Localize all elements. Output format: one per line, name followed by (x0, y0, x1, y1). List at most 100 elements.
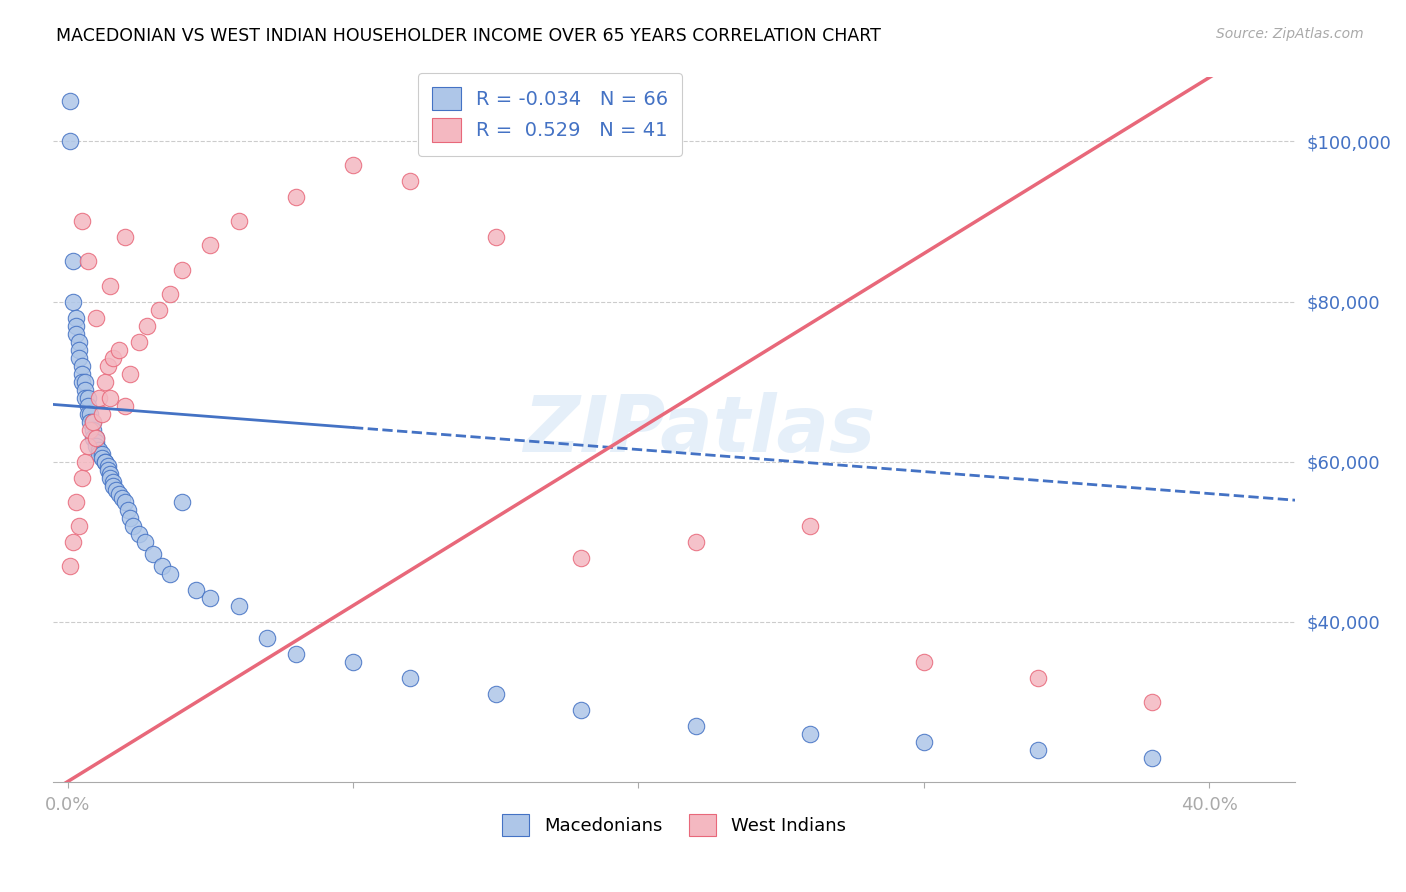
Point (103, 475, 125, 489)
Point (84, 439, 107, 453)
Point (84, 310, 107, 325)
Point (62, 294, 84, 309)
Point (114, 230, 136, 244)
Point (87, 442, 110, 457)
Point (912, 734, 935, 748)
Point (150, 558, 173, 573)
Point (342, 159, 364, 173)
Point (120, 510, 142, 524)
Point (159, 286, 181, 301)
Point (1142, 695, 1164, 709)
Point (79, 415, 101, 429)
Point (82, 423, 104, 437)
Point (84, 431, 107, 445)
Point (1026, 671, 1049, 685)
Point (228, 599, 250, 613)
Point (93, 375, 115, 389)
Point (685, 719, 707, 733)
Point (70, 470, 93, 484)
Point (284, 647, 307, 661)
Point (103, 351, 125, 365)
Point (59, 95, 82, 109)
Point (1026, 742, 1049, 756)
Point (96, 359, 118, 373)
Point (73, 391, 96, 405)
Point (82, 415, 104, 429)
Point (87, 391, 110, 405)
Point (105, 483, 128, 497)
Point (76, 407, 98, 421)
Point (103, 478, 125, 492)
Point (100, 467, 122, 481)
Point (79, 407, 101, 421)
Point (399, 671, 422, 685)
Point (70, 375, 93, 389)
Point (100, 391, 122, 405)
Point (82, 431, 104, 445)
Point (569, 550, 592, 565)
Point (67, 343, 90, 357)
Point (59, 558, 82, 573)
Point (485, 230, 508, 244)
Point (159, 566, 181, 581)
Point (79, 423, 101, 437)
Point (342, 655, 364, 669)
Point (108, 486, 131, 500)
Point (84, 434, 107, 449)
Point (114, 399, 136, 413)
Point (122, 518, 145, 533)
Point (73, 375, 96, 389)
Point (799, 518, 821, 533)
Point (90, 446, 112, 460)
Point (799, 726, 821, 740)
Point (134, 534, 156, 549)
Point (228, 214, 250, 228)
Point (96, 462, 118, 476)
Point (90, 450, 112, 465)
Point (200, 591, 222, 605)
Point (399, 174, 422, 188)
Point (67, 518, 90, 533)
Point (184, 582, 207, 597)
Point (67, 351, 90, 365)
Point (128, 334, 150, 349)
Point (62, 534, 84, 549)
Point (76, 399, 98, 413)
Point (70, 367, 93, 381)
Point (128, 526, 150, 541)
Point (100, 470, 122, 484)
Point (114, 494, 136, 508)
Point (120, 367, 142, 381)
Point (73, 454, 96, 468)
Point (485, 687, 508, 701)
Text: ZIPatlas: ZIPatlas (523, 392, 875, 467)
Point (136, 318, 159, 333)
Point (76, 254, 98, 268)
Text: Source: ZipAtlas.com: Source: ZipAtlas.com (1216, 27, 1364, 41)
Legend: Macedonians, West Indians: Macedonians, West Indians (495, 806, 853, 843)
Point (912, 655, 935, 669)
Point (76, 439, 98, 453)
Point (569, 703, 592, 717)
Text: MACEDONIAN VS WEST INDIAN HOUSEHOLDER INCOME OVER 65 YEARS CORRELATION CHART: MACEDONIAN VS WEST INDIAN HOUSEHOLDER IN… (56, 27, 882, 45)
Point (84, 431, 107, 445)
Point (59, 135, 82, 149)
Point (108, 343, 131, 357)
Point (90, 407, 112, 421)
Point (76, 391, 98, 405)
Point (142, 547, 165, 561)
Point (87, 446, 110, 460)
Point (82, 415, 104, 429)
Point (170, 262, 193, 277)
Point (685, 534, 707, 549)
Point (100, 278, 122, 293)
Point (65, 318, 87, 333)
Point (170, 494, 193, 508)
Point (70, 214, 93, 228)
Point (117, 502, 139, 516)
Point (111, 491, 134, 505)
Point (148, 302, 170, 317)
Point (256, 631, 278, 645)
Point (65, 326, 87, 341)
Point (1142, 750, 1164, 764)
